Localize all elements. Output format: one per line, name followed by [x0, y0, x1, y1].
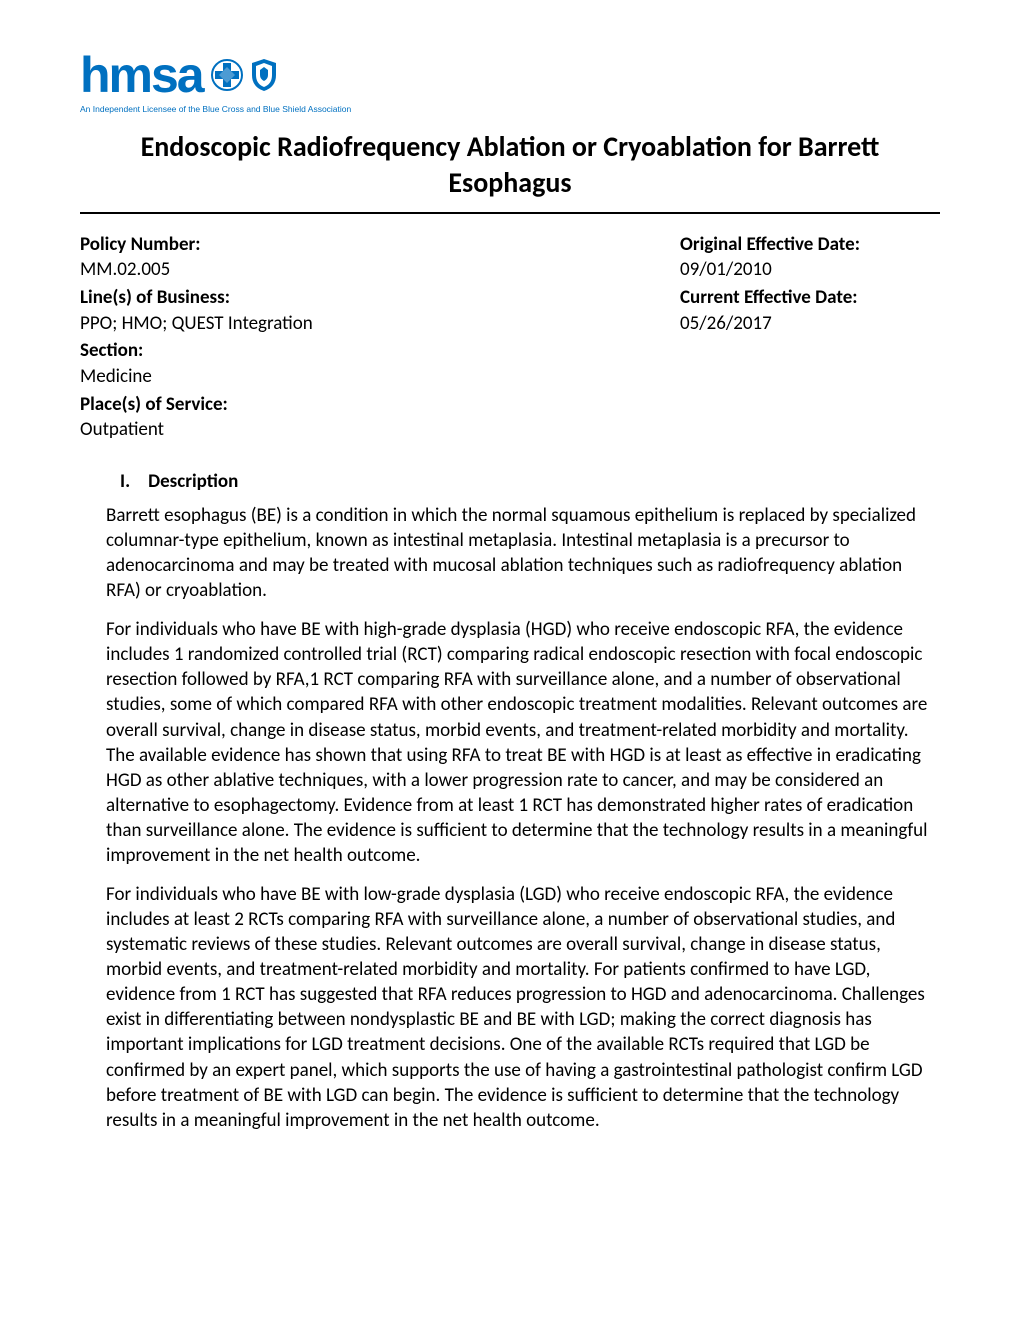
logo-block: hmsa An Independent Licensee of the Blue…	[80, 50, 940, 114]
page-title: Endoscopic Radiofrequency Ablation or Cr…	[80, 129, 940, 202]
logo-tagline: An Independent Licensee of the Blue Cros…	[80, 104, 940, 114]
title-divider	[80, 212, 940, 214]
places-of-service-label: Place(s) of Service:	[80, 392, 640, 418]
paragraph-3: For individuals who have BE with low-gra…	[106, 882, 940, 1133]
paragraph-2: For individuals who have BE with high-gr…	[106, 617, 940, 868]
current-effective-date-label: Current Effective Date:	[680, 285, 940, 311]
policy-number-label: Policy Number:	[80, 232, 640, 258]
section-label: Section:	[80, 338, 640, 364]
blue-shield-icon	[249, 57, 279, 93]
places-of-service-value: Outpatient	[80, 417, 640, 443]
section-value: Medicine	[80, 364, 640, 390]
current-effective-date-value: 05/26/2017	[680, 311, 940, 337]
section-i-title: Description	[148, 470, 238, 493]
paragraph-1: Barrett esophagus (BE) is a condition in…	[106, 503, 940, 603]
logo-brand-text: hmsa	[80, 50, 203, 100]
lines-of-business-label: Line(s) of Business:	[80, 285, 640, 311]
meta-left-column: Policy Number: MM.02.005 Line(s) of Busi…	[80, 232, 640, 445]
original-effective-date-value: 09/01/2010	[680, 257, 940, 283]
meta-block: Policy Number: MM.02.005 Line(s) of Busi…	[80, 232, 940, 445]
original-effective-date-label: Original Effective Date:	[680, 232, 940, 258]
blue-cross-icon	[211, 59, 243, 91]
policy-number-value: MM.02.005	[80, 257, 640, 283]
section-i-heading: I. Description	[120, 470, 940, 493]
logo-row: hmsa	[80, 50, 940, 100]
meta-right-column: Original Effective Date: 09/01/2010 Curr…	[680, 232, 940, 445]
lines-of-business-value: PPO; HMO; QUEST Integration	[80, 311, 640, 337]
section-i-numeral: I.	[120, 470, 130, 493]
